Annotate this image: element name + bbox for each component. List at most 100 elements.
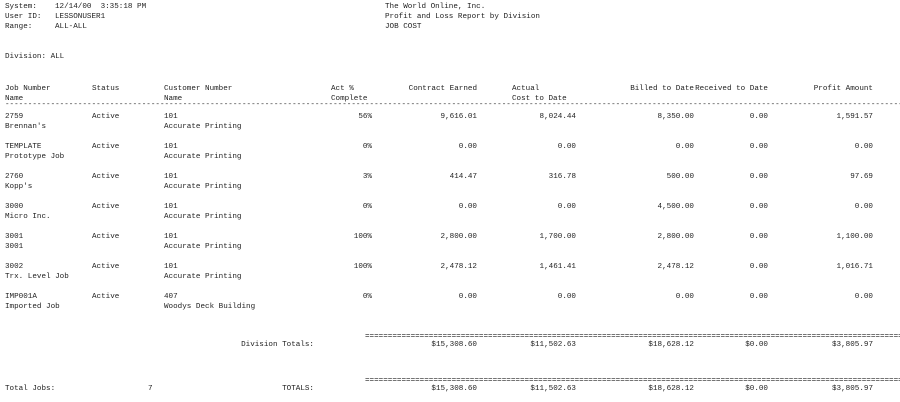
- division-label: Division: ALL: [5, 53, 65, 61]
- job-number: 2760: [5, 173, 24, 181]
- total-actual: $11,502.63: [530, 385, 576, 393]
- total-profit: $3,805.97: [831, 385, 873, 393]
- customer-name: Woodys Deck Building: [164, 303, 256, 311]
- job-status: Active: [92, 143, 120, 151]
- module-name: JOB COST: [385, 23, 422, 31]
- cell-actual: 0.00: [557, 293, 576, 301]
- cell-earned: 2,800.00: [440, 233, 477, 241]
- cell-received: 0.00: [749, 173, 768, 181]
- division-totals-rule: ========================================…: [365, 333, 900, 341]
- customer-name: Accurate Printing: [164, 273, 242, 281]
- job-status: Active: [92, 293, 120, 301]
- cell-billed: 2,478.12: [657, 263, 694, 271]
- total-billed: $18,628.12: [648, 385, 694, 393]
- job-number: 3002: [5, 263, 24, 271]
- cell-earned: 0.00: [458, 293, 477, 301]
- job-name: Brennan's: [5, 123, 47, 131]
- job-name: 3001: [5, 243, 24, 251]
- job-name: Imported Job: [5, 303, 60, 311]
- cell-pct: 0%: [362, 143, 372, 151]
- job-name: Micro Inc.: [5, 213, 51, 221]
- cell-earned: 2,478.12: [440, 263, 477, 271]
- col-received: Received to Date: [695, 85, 768, 93]
- job-number: 3000: [5, 203, 24, 211]
- total-received: $0.00: [745, 385, 768, 393]
- cell-pct: 3%: [362, 173, 372, 181]
- report-title: Profit and Loss Report by Division: [385, 13, 540, 21]
- total-received: $0.00: [745, 341, 768, 349]
- customer-number: 101: [164, 143, 178, 151]
- job-number: TEMPLATE: [5, 143, 42, 151]
- customer-name: Accurate Printing: [164, 213, 242, 221]
- cell-received: 0.00: [749, 203, 768, 211]
- totals-label: TOTALS:: [282, 385, 314, 393]
- total-actual: $11,502.63: [530, 341, 576, 349]
- col-customer-name: Name: [164, 95, 183, 103]
- cell-profit: 1,591.57: [836, 113, 873, 121]
- cell-actual: 316.78: [548, 173, 576, 181]
- total-earned: $15,308.60: [431, 385, 477, 393]
- company-name: The World Online, Inc.: [385, 3, 486, 11]
- cell-actual: 0.00: [557, 143, 576, 151]
- job-name: Kopp's: [5, 183, 33, 191]
- job-name: Prototype Job: [5, 153, 65, 161]
- col-customer-number: Customer Number: [164, 85, 233, 93]
- job-number: IMP001A: [5, 293, 37, 301]
- cell-profit: 0.00: [854, 203, 873, 211]
- range-label: Range:: [5, 23, 33, 31]
- cell-received: 0.00: [749, 113, 768, 121]
- cell-profit: 1,100.00: [836, 233, 873, 241]
- cell-billed: 2,800.00: [657, 233, 694, 241]
- total-jobs-count: 7: [148, 385, 153, 393]
- cell-profit: 0.00: [854, 143, 873, 151]
- grand-totals-rule: ========================================…: [365, 377, 900, 385]
- cell-actual: 0.00: [557, 203, 576, 211]
- job-number: 3001: [5, 233, 24, 241]
- cell-earned: 9,616.01: [440, 113, 477, 121]
- cell-earned: 0.00: [458, 143, 477, 151]
- cell-profit: 1,016.71: [836, 263, 873, 271]
- customer-name: Accurate Printing: [164, 123, 242, 131]
- job-number: 2759: [5, 113, 24, 121]
- cell-pct: 56%: [358, 113, 372, 121]
- cell-actual: 1,700.00: [539, 233, 576, 241]
- cell-billed: 0.00: [675, 293, 694, 301]
- col-profit: Profit Amount: [813, 85, 873, 93]
- cell-pct: 100%: [353, 263, 372, 271]
- cell-actual: 1,461.41: [539, 263, 576, 271]
- col-contract-earned: Contract Earned: [408, 85, 477, 93]
- job-name: Trx. Level Job: [5, 273, 69, 281]
- cell-billed: 4,500.00: [657, 203, 694, 211]
- cell-earned: 0.00: [458, 203, 477, 211]
- cell-profit: 97.69: [850, 173, 873, 181]
- job-status: Active: [92, 203, 120, 211]
- cell-pct: 100%: [353, 233, 372, 241]
- customer-number: 101: [164, 203, 178, 211]
- customer-number: 101: [164, 263, 178, 271]
- totals-label: Division Totals:: [241, 341, 314, 349]
- cell-actual: 8,024.44: [539, 113, 576, 121]
- customer-number: 101: [164, 113, 178, 121]
- system-label: System:: [5, 3, 37, 11]
- range-value: ALL-ALL: [55, 23, 87, 31]
- customer-name: Accurate Printing: [164, 243, 242, 251]
- customer-name: Accurate Printing: [164, 153, 242, 161]
- col-actual: Actual: [512, 85, 540, 93]
- cell-billed: 0.00: [675, 143, 694, 151]
- col-cost-to-date: Cost to Date: [512, 95, 567, 103]
- cell-pct: 0%: [362, 203, 372, 211]
- header-divider: ----------------------------------------…: [5, 101, 900, 109]
- cell-received: 0.00: [749, 143, 768, 151]
- total-profit: $3,805.97: [831, 341, 873, 349]
- cell-earned: 414.47: [449, 173, 477, 181]
- customer-name: Accurate Printing: [164, 183, 242, 191]
- col-billed: Billed to Date: [630, 85, 694, 93]
- col-status: Status: [92, 85, 120, 93]
- total-jobs-label: Total Jobs:: [5, 385, 56, 393]
- total-billed: $18,628.12: [648, 341, 694, 349]
- cell-received: 0.00: [749, 263, 768, 271]
- col-job-name: Name: [5, 95, 24, 103]
- system-value: 12/14/00 3:35:18 PM: [55, 3, 147, 11]
- cell-pct: 0%: [362, 293, 372, 301]
- job-status: Active: [92, 233, 120, 241]
